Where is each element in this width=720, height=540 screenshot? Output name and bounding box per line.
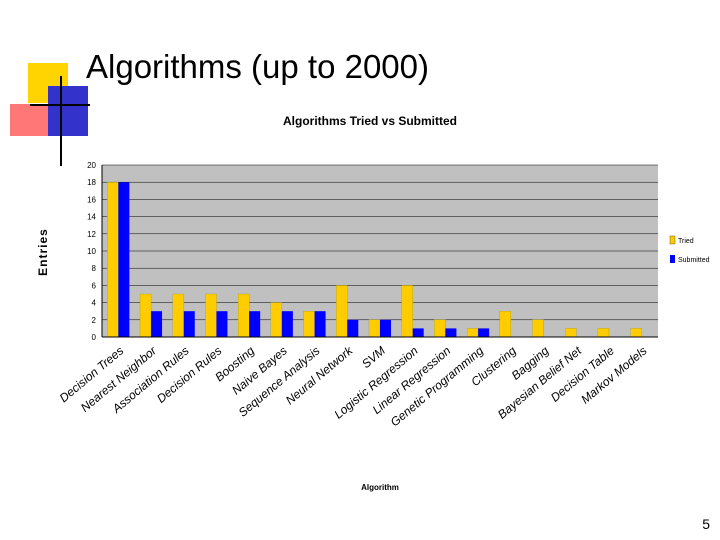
bar-submitted <box>478 328 490 337</box>
y-tick-label: 8 <box>92 264 97 273</box>
legend-swatch-submitted <box>670 255 675 263</box>
legend-label-submitted: Submitted <box>678 257 710 264</box>
bar-tried <box>368 319 381 338</box>
bar-submitted <box>216 311 228 337</box>
deco-red-square <box>10 104 50 136</box>
bar-tried <box>270 302 283 338</box>
bar-tried <box>597 328 610 338</box>
legend-label-tried: Tried <box>678 238 694 245</box>
bar-tried <box>139 293 152 338</box>
y-tick-label: 4 <box>92 299 97 308</box>
bar-tried <box>107 182 119 338</box>
bar-tried <box>434 319 446 338</box>
y-tick-label: 10 <box>87 247 96 256</box>
bar-submitted <box>118 182 130 337</box>
bars <box>107 182 642 338</box>
bar-submitted <box>445 328 457 337</box>
bar-submitted <box>183 311 195 337</box>
bar-submitted <box>347 319 359 337</box>
bar-tried <box>466 328 479 338</box>
bar-submitted <box>281 311 293 337</box>
page-number: 5 <box>702 516 710 532</box>
bar-tried <box>532 319 544 338</box>
y-axis-label: Entries <box>36 228 50 276</box>
y-tick-label: 14 <box>87 213 96 222</box>
legend-swatch-tried <box>669 235 676 245</box>
bar-tried <box>205 293 217 338</box>
bar-tried <box>630 328 642 338</box>
bar-submitted <box>151 311 163 337</box>
slide-title: Algorithms (up to 2000) <box>86 48 430 85</box>
bar-tried <box>336 285 348 338</box>
deco-horizontal-line <box>30 104 90 106</box>
x-axis-label: Algorithm <box>361 483 399 492</box>
bar-tried <box>401 285 413 338</box>
bar-tried <box>238 293 250 338</box>
y-tick-label: 12 <box>87 230 96 239</box>
y-tick-labels: 0 2 4 6 8 10 12 14 16 18 20 <box>87 161 96 342</box>
bar-submitted <box>380 319 391 337</box>
y-tick-label: 6 <box>92 281 97 290</box>
bar-chart: 0 2 4 6 8 10 12 14 16 18 20 Decision TreesNearest … <box>36 114 710 492</box>
bar-submitted <box>314 311 326 337</box>
y-tick-label: 2 <box>92 316 97 325</box>
deco-vertical-line <box>60 76 62 166</box>
legend: Tried Submitted <box>669 235 710 264</box>
y-tick-label: 18 <box>87 178 96 187</box>
bar-submitted <box>412 328 424 337</box>
y-tick-label: 16 <box>87 195 96 204</box>
y-tick-label: 0 <box>92 333 97 342</box>
bar-tried <box>499 311 511 338</box>
bar-tried <box>303 311 315 338</box>
y-tick-label: 20 <box>87 161 96 170</box>
bar-submitted <box>249 311 261 337</box>
bar-tried <box>172 293 184 338</box>
bar-tried <box>565 328 577 338</box>
chart-title: Algorithms Tried vs Submitted <box>283 114 457 128</box>
deco-blue-square <box>48 86 88 136</box>
